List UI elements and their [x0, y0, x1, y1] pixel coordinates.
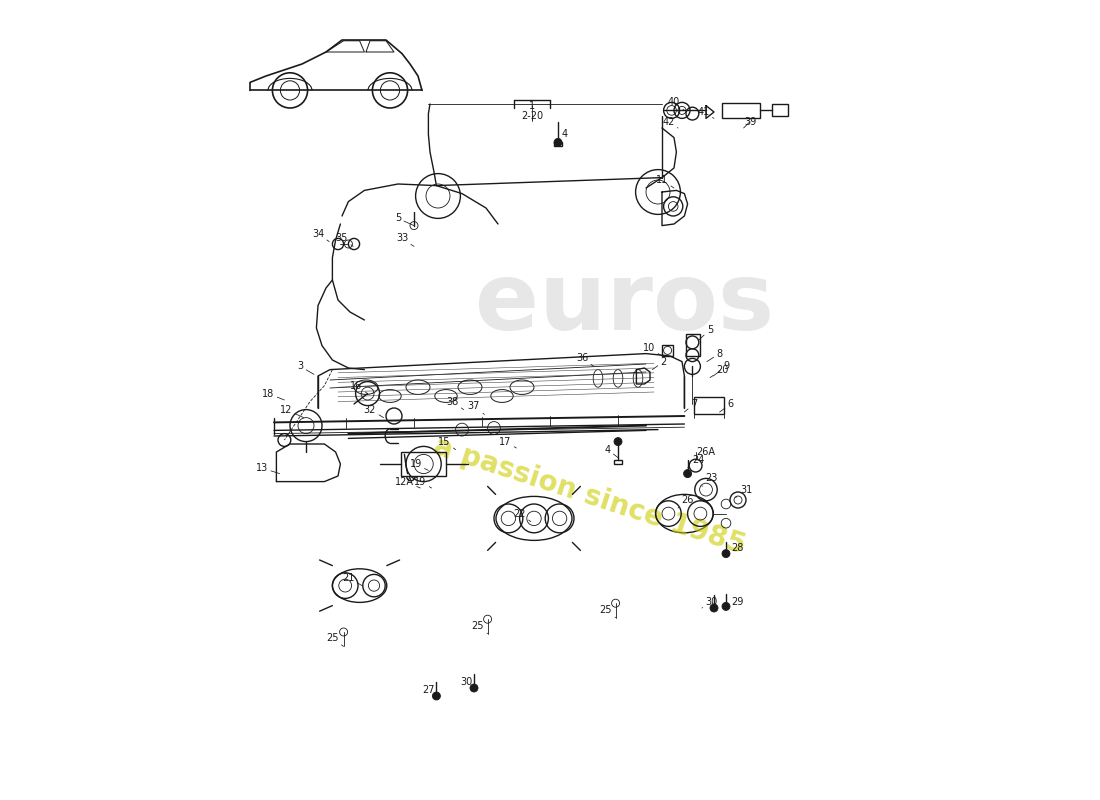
Bar	[686, 334, 701, 356]
Text: 13: 13	[256, 463, 279, 474]
Text: 31: 31	[736, 485, 752, 498]
Circle shape	[710, 604, 718, 612]
Text: 19: 19	[409, 459, 428, 470]
Text: 36: 36	[576, 354, 594, 366]
Circle shape	[614, 438, 622, 446]
Text: 11: 11	[656, 175, 674, 188]
Circle shape	[722, 602, 730, 610]
Text: 3: 3	[297, 362, 313, 374]
Text: 21: 21	[342, 573, 362, 586]
Text: 5: 5	[395, 214, 414, 226]
Text: 4: 4	[605, 445, 618, 458]
Bar	[772, 104, 789, 116]
Text: 34: 34	[312, 229, 329, 242]
Text: 9: 9	[713, 362, 729, 376]
Text: 18: 18	[262, 389, 285, 400]
Text: 22: 22	[514, 509, 531, 522]
Text: 25: 25	[472, 621, 487, 634]
Text: 19: 19	[415, 477, 431, 488]
Text: 7: 7	[684, 399, 697, 412]
Bar	[694, 397, 725, 414]
Text: 25: 25	[326, 634, 343, 646]
Text: 6: 6	[719, 399, 734, 412]
Circle shape	[722, 550, 730, 558]
Text: 33: 33	[396, 234, 414, 246]
Text: 12A: 12A	[395, 477, 420, 488]
Bar	[722, 103, 760, 118]
Bar	[662, 345, 673, 356]
Text: 20: 20	[710, 365, 728, 378]
Text: 39: 39	[744, 117, 756, 128]
Text: 25: 25	[600, 605, 616, 618]
Circle shape	[683, 470, 692, 478]
Bar	[554, 142, 562, 146]
Text: 28: 28	[727, 543, 744, 556]
Text: 32: 32	[364, 405, 384, 418]
Text: 4: 4	[558, 130, 568, 142]
Text: 29: 29	[727, 597, 744, 608]
Bar	[402, 452, 446, 476]
Text: 15: 15	[438, 437, 455, 450]
Text: 17: 17	[499, 437, 516, 448]
Text: 1: 1	[529, 101, 536, 110]
Text: 30: 30	[702, 597, 717, 608]
Text: 12: 12	[279, 405, 304, 418]
Text: 10: 10	[644, 343, 662, 356]
Text: 26A: 26A	[695, 447, 715, 460]
Text: 35: 35	[336, 234, 353, 246]
Text: 5: 5	[698, 325, 713, 340]
Text: 24: 24	[688, 455, 704, 468]
Text: 23: 23	[702, 474, 718, 486]
Text: euros: euros	[475, 258, 774, 350]
Text: 16: 16	[350, 381, 367, 394]
Circle shape	[470, 684, 478, 692]
Text: 8: 8	[707, 349, 723, 362]
Text: 37: 37	[468, 402, 484, 414]
Text: 38: 38	[447, 397, 463, 410]
Text: 27: 27	[422, 685, 438, 698]
Circle shape	[432, 692, 440, 700]
Text: 42: 42	[662, 117, 678, 128]
Text: 2: 2	[652, 357, 667, 370]
Circle shape	[554, 138, 562, 146]
Text: 2-20: 2-20	[521, 111, 543, 122]
Text: 40: 40	[668, 98, 684, 110]
Text: 26: 26	[678, 495, 694, 508]
Bar	[614, 460, 622, 464]
Text: 41: 41	[697, 107, 714, 118]
Text: a passion since 1985: a passion since 1985	[430, 432, 749, 560]
Text: 30: 30	[460, 677, 476, 688]
